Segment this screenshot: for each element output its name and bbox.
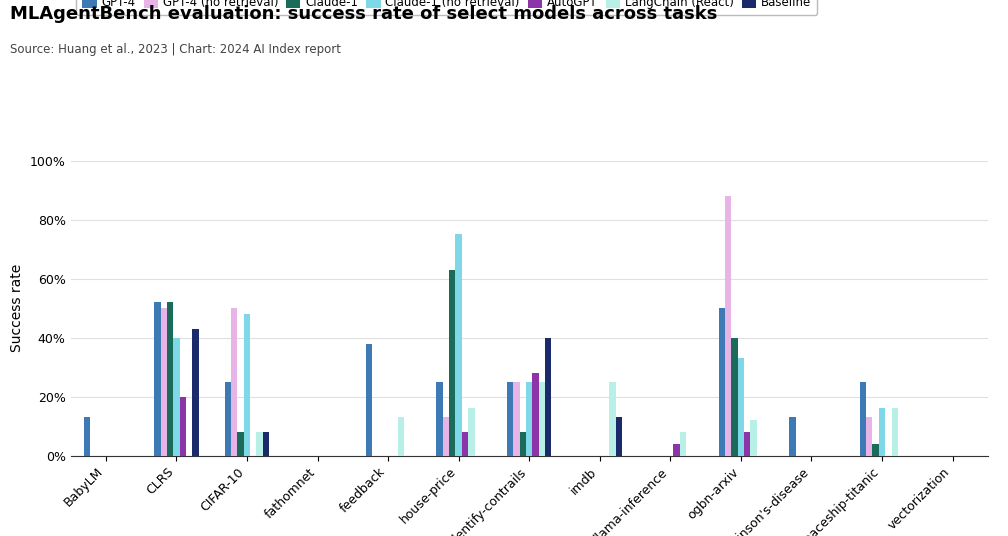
Bar	[154, 302, 160, 456]
Bar	[532, 373, 538, 456]
Bar	[450, 270, 456, 456]
Bar	[462, 432, 468, 456]
Bar	[738, 358, 744, 456]
Text: MLAgentBench evaluation: success rate of select models across tasks: MLAgentBench evaluation: success rate of…	[10, 5, 718, 24]
Y-axis label: Success rate: Success rate	[10, 264, 24, 352]
Bar	[673, 444, 679, 456]
Bar	[609, 382, 616, 456]
Bar	[443, 417, 450, 456]
Legend: GPT-4, GPT-4 (no retrieval), Claude-1, Claude-1 (no retrieval), AutoGPT, LangCha: GPT-4, GPT-4 (no retrieval), Claude-1, C…	[77, 0, 816, 14]
Bar	[244, 314, 250, 456]
Bar	[397, 417, 404, 456]
Bar	[507, 382, 513, 456]
Bar	[866, 417, 873, 456]
Bar	[173, 338, 179, 456]
Bar	[238, 432, 244, 456]
Bar	[526, 382, 532, 456]
Bar	[879, 408, 885, 456]
Bar	[732, 338, 738, 456]
Bar	[679, 432, 686, 456]
Bar	[193, 329, 199, 456]
Bar	[160, 308, 167, 456]
Bar	[167, 302, 173, 456]
Bar	[725, 196, 732, 456]
Bar	[520, 432, 526, 456]
Bar	[616, 417, 622, 456]
Bar	[456, 234, 462, 456]
Bar	[436, 382, 443, 456]
Bar	[225, 382, 231, 456]
Bar	[789, 417, 795, 456]
Bar	[84, 417, 90, 456]
Bar	[873, 444, 879, 456]
Bar	[744, 432, 750, 456]
Bar	[263, 432, 269, 456]
Bar	[231, 308, 238, 456]
Bar	[750, 420, 757, 456]
Bar	[366, 344, 372, 456]
Text: Source: Huang et al., 2023 | Chart: 2024 AI Index report: Source: Huang et al., 2023 | Chart: 2024…	[10, 43, 341, 56]
Bar	[513, 382, 520, 456]
Bar	[860, 382, 866, 456]
Bar	[256, 432, 263, 456]
Bar	[545, 338, 551, 456]
Bar	[719, 308, 725, 456]
Bar	[891, 408, 898, 456]
Bar	[179, 397, 185, 456]
Bar	[538, 382, 545, 456]
Bar	[468, 408, 475, 456]
